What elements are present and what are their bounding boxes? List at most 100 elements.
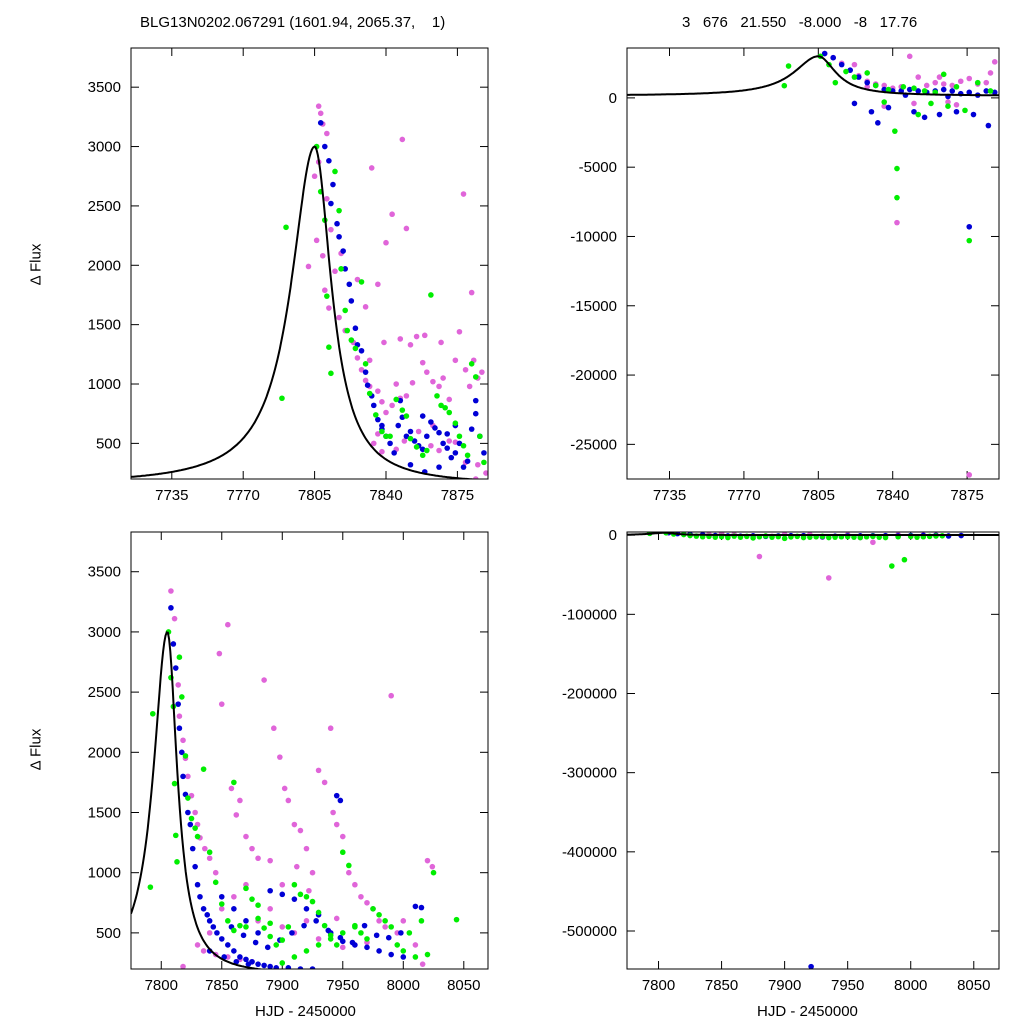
data-point-series1: [180, 963, 186, 969]
data-point-series1: [446, 438, 453, 444]
data-point-series1: [421, 332, 428, 339]
data-point-series2: [255, 930, 261, 936]
data-point-series2: [879, 41, 885, 47]
data-point-series3: [182, 753, 189, 759]
x-tick-label: 8050: [957, 977, 990, 994]
data-point-series2: [313, 918, 319, 924]
data-point-series3: [399, 407, 406, 413]
data-point-series2: [432, 425, 438, 431]
data-point-series2: [400, 954, 407, 960]
data-point-series2: [349, 939, 356, 946]
data-point-series3: [303, 893, 310, 900]
data-point-series3: [892, 128, 898, 134]
data-point-series3: [394, 942, 401, 948]
data-point-series3: [283, 224, 289, 231]
y-tick-label: 1500: [88, 317, 121, 334]
data-point-series1: [407, 342, 414, 348]
data-point-series3: [261, 925, 267, 931]
data-point-series1: [870, 539, 876, 546]
data-point-series2: [303, 906, 310, 912]
data-point-series3: [321, 922, 328, 929]
y-tick-label: 3000: [88, 624, 121, 641]
data-point-series1: [306, 887, 312, 894]
data-point-series1: [216, 650, 223, 657]
data-point-series1: [315, 103, 322, 109]
data-point-series2: [983, 88, 990, 94]
data-point-series3: [825, 534, 832, 541]
data-point-series1: [375, 281, 381, 288]
data-point-series1: [297, 827, 304, 834]
data-point-series3: [900, 84, 907, 90]
data-point-series3: [446, 409, 453, 416]
data-point-series3: [413, 444, 420, 450]
data-point-series2: [267, 963, 273, 969]
x-tick-label: 7770: [227, 487, 260, 504]
data-point-series3: [412, 954, 419, 960]
y-tick-label: 500: [96, 925, 121, 942]
data-point-series3: [342, 307, 349, 314]
x-axis-label-right: HJD - 2450000: [757, 1003, 858, 1020]
data-point-series2: [273, 964, 280, 969]
data-point-series3: [428, 292, 434, 298]
data-point-series1: [255, 855, 261, 862]
data-point-series1: [419, 961, 426, 967]
model-curve: [627, 55, 999, 97]
data-point-series1: [375, 388, 381, 394]
data-point-series3: [376, 912, 382, 918]
data-point-series1: [171, 615, 178, 622]
data-point-series3: [255, 902, 261, 908]
data-point-series3: [324, 293, 330, 299]
data-points: [627, 532, 999, 969]
data-point-series2: [456, 440, 463, 447]
data-point-series2: [440, 440, 446, 447]
data-point-series1: [168, 588, 174, 594]
data-point-series3: [928, 100, 934, 107]
data-point-series2: [309, 966, 316, 969]
y-tick-label: 2500: [88, 684, 121, 701]
data-point-series3: [339, 849, 346, 856]
data-point-series1: [194, 942, 201, 948]
data-point-series3: [171, 780, 178, 787]
data-point-series3: [857, 534, 864, 541]
data-point-series2: [264, 944, 271, 951]
data-point-series2: [172, 665, 179, 671]
data-point-series2: [385, 934, 392, 941]
data-point-series1: [936, 74, 943, 80]
data-point-series2: [949, 88, 956, 94]
data-point-series3: [249, 896, 255, 902]
data-point-series3: [962, 107, 968, 114]
data-point-series3: [339, 930, 346, 936]
data-point-series3: [974, 79, 981, 86]
data-point-series1: [440, 375, 446, 381]
data-point-series2: [204, 912, 211, 918]
data-point-series1: [243, 833, 249, 840]
data-point-series1: [218, 906, 225, 912]
data-point-series3: [889, 563, 895, 569]
data-point-series1: [315, 767, 322, 774]
x-tick-label: 8000: [894, 977, 927, 994]
data-point-series3: [273, 942, 280, 948]
data-point-series2: [395, 422, 402, 429]
data-point-series1: [483, 470, 488, 476]
data-point-series3: [460, 442, 467, 449]
y-tick-label: 2000: [88, 257, 121, 274]
data-point-series2: [231, 906, 237, 912]
data-point-series2: [864, 79, 871, 86]
data-point-series1: [327, 725, 334, 732]
data-point-series1: [315, 936, 322, 942]
data-point-series1: [462, 366, 469, 373]
data-point-series3: [894, 194, 900, 201]
data-point-series3: [231, 779, 237, 786]
data-point-series1: [375, 431, 381, 437]
data-point-series1: [388, 692, 394, 699]
data-point-series1: [403, 393, 410, 399]
data-point-series1: [397, 336, 404, 342]
data-point-series1: [317, 110, 324, 117]
data-point-series1: [381, 339, 387, 346]
plot-frame: [130, 47, 489, 480]
data-point-series2: [336, 233, 342, 240]
data-point-series3: [237, 922, 243, 929]
data-point-series1: [324, 195, 330, 202]
data-point-series2: [346, 281, 353, 288]
data-point-series2: [885, 104, 892, 111]
